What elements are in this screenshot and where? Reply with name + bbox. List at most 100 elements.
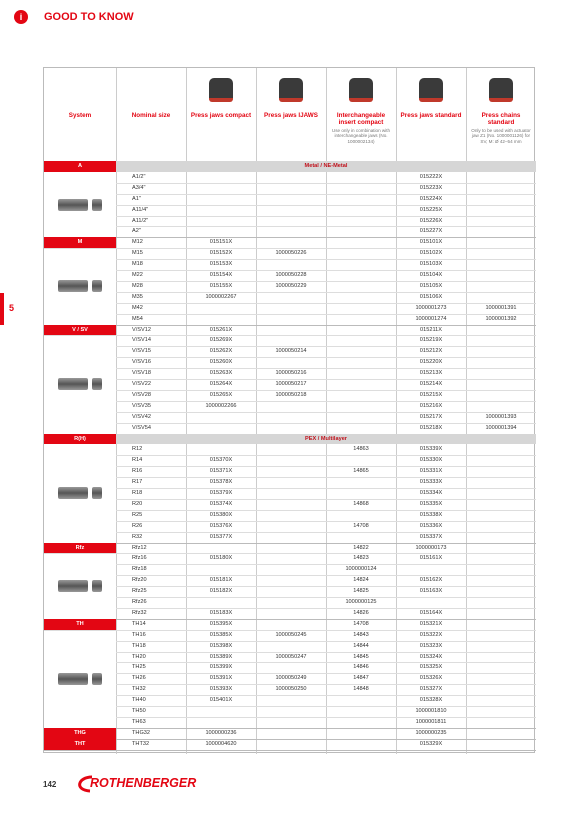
nominal-size: Rfz18: [132, 566, 147, 573]
section-line: [44, 727, 536, 729]
nominal-size: M35: [132, 293, 143, 300]
row-line: [116, 313, 536, 315]
nominal-size: V/SV22: [132, 381, 151, 387]
side-tab: 5: [9, 303, 15, 313]
article-number: 015154X: [209, 272, 233, 278]
nominal-size: A11/4": [132, 206, 149, 213]
nominal-size: M28: [132, 282, 143, 289]
system-cell: A: [44, 161, 116, 172]
column-divider: [256, 68, 257, 754]
section-line: [44, 542, 536, 544]
product-icon: [419, 78, 443, 102]
article-number: 14865: [353, 468, 369, 475]
article-number: 1000000235: [415, 729, 447, 736]
article-number: 015395X: [209, 620, 233, 627]
article-number: 015379X: [209, 490, 233, 496]
article-number: 14708: [353, 522, 369, 529]
article-number: 015152X: [209, 250, 233, 257]
article-number: 015326X: [419, 675, 443, 682]
nominal-size: V/SV28: [132, 391, 151, 398]
article-number: 14847: [353, 675, 369, 682]
row-line: [116, 706, 536, 707]
column-title: Press jaws compact: [190, 112, 252, 119]
article-number: 015164X: [419, 609, 443, 616]
row-line: [116, 695, 536, 697]
column-title: Press jaws IJAWS: [264, 112, 318, 119]
article-number: 1000001391: [485, 304, 517, 311]
nominal-size: THG32: [132, 729, 151, 736]
article-number: 14868: [353, 500, 369, 507]
row-line: [116, 662, 536, 664]
article-number: 015370X: [209, 457, 233, 464]
article-number: 14844: [353, 642, 369, 649]
nominal-size: M12: [132, 239, 143, 246]
nominal-size: Rfz32: [132, 609, 147, 616]
article-number: 015398X: [209, 642, 233, 649]
article-number: 015327X: [419, 686, 443, 693]
article-number: 015222X: [419, 173, 443, 180]
nominal-size: Rfz25: [132, 588, 147, 595]
article-number: 015325X: [419, 664, 443, 671]
article-number: 015321X: [419, 620, 443, 627]
fitting-image: [58, 280, 88, 293]
article-number: 1000001810: [415, 708, 447, 714]
nominal-size: R20: [132, 500, 143, 507]
article-number: 1000000173: [415, 544, 447, 551]
row-line: [116, 531, 536, 533]
page-number: 142: [43, 780, 57, 789]
article-number: 015151X: [209, 239, 233, 246]
article-number: 1000050247: [275, 653, 307, 660]
product-icon: [349, 78, 373, 102]
row-line: [116, 215, 536, 217]
article-number: 015378X: [209, 479, 233, 486]
article-number: 015391X: [209, 675, 233, 682]
article-number: 015264X: [209, 381, 233, 387]
article-number: 1000000125: [345, 599, 377, 605]
row-line: [116, 488, 536, 489]
nominal-size: Rfz26: [132, 599, 147, 605]
row-line: [116, 673, 536, 675]
section-line: [44, 324, 536, 326]
article-number: 1000004620: [205, 740, 237, 747]
article-number: 015214X: [419, 381, 443, 387]
row-line: [116, 607, 536, 609]
article-number: 015102X: [419, 250, 443, 257]
nominal-size: A1/2": [132, 173, 146, 180]
article-number: 14825: [353, 588, 369, 595]
row-line: [116, 291, 536, 293]
article-number: 015213X: [419, 370, 443, 377]
article-number: 015163X: [419, 588, 443, 595]
article-number: 015371X: [209, 468, 233, 475]
row-line: [116, 564, 536, 566]
article-number: 015181X: [209, 577, 233, 584]
nominal-size: Rfz16: [132, 555, 147, 562]
brand: ROTHENBERGER: [90, 776, 197, 790]
nominal-size: V/SV54: [132, 424, 151, 431]
column-title: Interchangeable insert compact: [336, 112, 386, 127]
product-icon: [209, 78, 233, 102]
article-number: 015376X: [209, 522, 233, 529]
article-number: 1000050216: [275, 370, 307, 377]
row-line: [116, 302, 536, 304]
article-number: 015265X: [209, 391, 233, 398]
article-number: 015161X: [419, 555, 443, 562]
article-number: 1000050250: [275, 686, 307, 693]
row-line: [116, 586, 536, 588]
article-number: 1000001273: [415, 304, 447, 311]
nominal-size: R25: [132, 511, 143, 518]
row-line: [116, 182, 536, 184]
article-number: 015227X: [419, 228, 443, 235]
product-icon: [489, 78, 513, 102]
row-line: [116, 640, 536, 642]
article-number: 14708: [353, 620, 369, 627]
section-band: PEX / Multilayer: [116, 433, 536, 445]
system-cell: TH: [44, 618, 116, 630]
article-number: 015105X: [419, 282, 443, 289]
system-cell: V / SV: [44, 324, 116, 336]
article-number: 015106X: [419, 293, 443, 300]
column-title: Press jaws standard: [400, 112, 462, 119]
article-number: 14845: [353, 653, 369, 660]
nominal-size: M15: [132, 250, 143, 257]
info-icon: i: [14, 10, 28, 24]
